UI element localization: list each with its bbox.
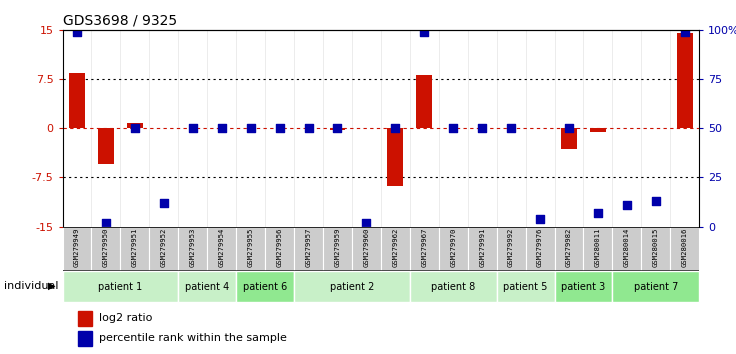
Point — [302, 125, 314, 131]
Bar — [69, 73, 85, 128]
Point — [476, 125, 488, 131]
Text: patient 7: patient 7 — [634, 282, 678, 292]
Bar — [612, 227, 641, 271]
Bar — [91, 227, 121, 271]
Text: GSM279970: GSM279970 — [450, 228, 456, 268]
Text: patient 3: patient 3 — [562, 282, 606, 292]
Bar — [323, 227, 352, 271]
Bar — [352, 227, 381, 271]
Text: patient 2: patient 2 — [330, 282, 374, 292]
Bar — [98, 128, 114, 164]
Bar — [584, 227, 612, 271]
Text: patient 4: patient 4 — [185, 282, 230, 292]
Bar — [294, 272, 410, 302]
Point — [361, 220, 372, 225]
Bar — [439, 227, 467, 271]
Bar — [127, 123, 143, 128]
Bar — [467, 227, 497, 271]
Text: GSM279949: GSM279949 — [74, 228, 80, 268]
Bar — [265, 227, 294, 271]
Point — [158, 200, 170, 206]
Bar — [387, 128, 403, 186]
Bar — [670, 227, 699, 271]
Text: GSM279952: GSM279952 — [161, 228, 167, 268]
Point — [389, 125, 401, 131]
Bar — [294, 227, 323, 271]
Point — [71, 29, 83, 35]
Point — [245, 125, 257, 131]
Bar — [178, 227, 208, 271]
Bar — [410, 227, 439, 271]
Text: GSM279955: GSM279955 — [247, 228, 254, 268]
Text: GSM280011: GSM280011 — [595, 228, 601, 268]
Point — [274, 125, 286, 131]
Point — [187, 125, 199, 131]
Text: GSM279967: GSM279967 — [421, 228, 428, 268]
Bar — [497, 272, 554, 302]
Text: GSM279959: GSM279959 — [334, 228, 341, 268]
Point — [129, 125, 141, 131]
Text: GSM279954: GSM279954 — [219, 228, 224, 268]
Bar — [381, 227, 410, 271]
Text: GSM279960: GSM279960 — [364, 228, 369, 268]
Text: patient 8: patient 8 — [431, 282, 475, 292]
Bar — [330, 128, 345, 130]
Bar — [63, 227, 91, 271]
Text: individual: individual — [4, 281, 58, 291]
Bar — [79, 311, 93, 326]
Bar — [178, 272, 236, 302]
Text: GDS3698 / 9325: GDS3698 / 9325 — [63, 13, 177, 28]
Text: GSM280015: GSM280015 — [653, 228, 659, 268]
Text: GSM279991: GSM279991 — [479, 228, 485, 268]
Text: GSM279962: GSM279962 — [392, 228, 398, 268]
Bar — [208, 227, 236, 271]
Text: GSM279957: GSM279957 — [305, 228, 311, 268]
Text: GSM279976: GSM279976 — [537, 228, 543, 268]
Point — [621, 202, 633, 208]
Point — [216, 125, 227, 131]
Point — [418, 29, 430, 35]
Point — [563, 125, 575, 131]
Text: patient 6: patient 6 — [243, 282, 287, 292]
Point — [534, 216, 546, 222]
Bar — [236, 272, 294, 302]
Text: patient 5: patient 5 — [503, 282, 548, 292]
Text: GSM279992: GSM279992 — [508, 228, 514, 268]
Bar — [612, 272, 699, 302]
Point — [100, 220, 112, 225]
Text: GSM280014: GSM280014 — [624, 228, 630, 268]
Text: GSM280016: GSM280016 — [682, 228, 687, 268]
Text: percentile rank within the sample: percentile rank within the sample — [99, 333, 287, 343]
Bar — [236, 227, 265, 271]
Bar — [63, 272, 178, 302]
Text: ▶: ▶ — [48, 281, 55, 291]
Text: log2 ratio: log2 ratio — [99, 313, 153, 323]
Bar — [677, 33, 693, 128]
Point — [679, 29, 690, 35]
Bar — [554, 227, 584, 271]
Text: GSM279956: GSM279956 — [277, 228, 283, 268]
Bar — [554, 272, 612, 302]
Text: GSM279982: GSM279982 — [566, 228, 572, 268]
Point — [650, 198, 662, 204]
Text: GSM279953: GSM279953 — [190, 228, 196, 268]
Text: GSM279951: GSM279951 — [132, 228, 138, 268]
Text: patient 1: patient 1 — [99, 282, 143, 292]
Bar — [121, 227, 149, 271]
Point — [332, 125, 344, 131]
Bar — [526, 227, 554, 271]
Bar — [561, 128, 577, 149]
Point — [592, 210, 604, 216]
Point — [447, 125, 459, 131]
Bar — [417, 75, 432, 128]
Bar — [497, 227, 526, 271]
Point — [505, 125, 517, 131]
Bar — [590, 128, 606, 132]
Bar — [79, 331, 93, 346]
Text: GSM279950: GSM279950 — [103, 228, 109, 268]
Bar — [410, 272, 497, 302]
Bar — [641, 227, 670, 271]
Bar — [149, 227, 178, 271]
